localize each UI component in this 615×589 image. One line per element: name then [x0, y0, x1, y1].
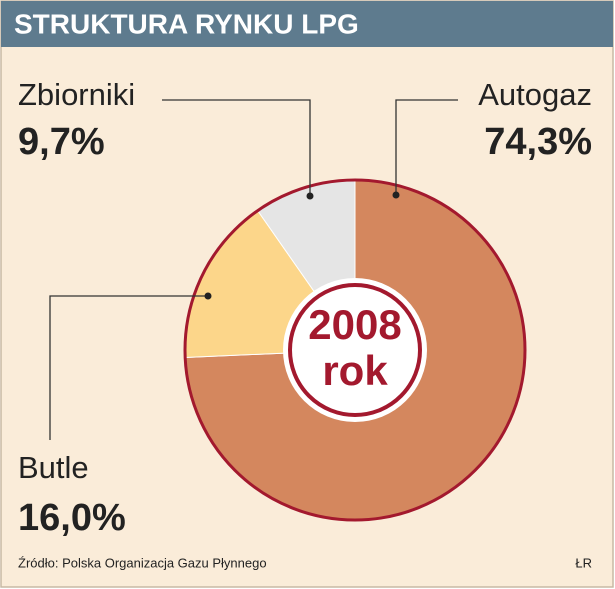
source: Źródło: Polska Organizacja Gazu Płynnego — [18, 555, 267, 570]
category-label: Butle — [18, 450, 89, 485]
leader-line — [395, 99, 458, 195]
value-label: 74,3% — [484, 121, 592, 163]
leader-line — [49, 295, 208, 440]
leader-dot — [204, 292, 212, 300]
inner-ring — [288, 283, 422, 417]
outer-ring — [183, 178, 527, 522]
value-label: 9,7% — [18, 121, 105, 163]
value-label: 16,0% — [18, 497, 126, 539]
center-label: rok — [322, 347, 388, 394]
leader-dot — [392, 191, 400, 199]
leader-dot — [306, 192, 314, 200]
center-label: 2008 — [308, 301, 401, 348]
category-label: Autogaz — [478, 77, 592, 112]
leader-line — [162, 99, 311, 196]
title-bar — [1, 1, 613, 47]
credit: ŁR — [575, 555, 592, 570]
chart-title: STRUKTURA RYNKU LPG — [14, 8, 359, 39]
donut — [183, 178, 527, 522]
category-label: Zbiorniki — [18, 77, 135, 112]
